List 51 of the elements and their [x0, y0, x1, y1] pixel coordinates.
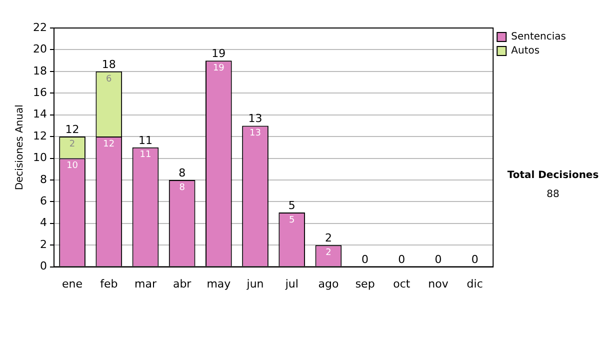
x-tick-label: mar — [134, 277, 157, 290]
data-label: 2 — [69, 139, 76, 150]
y-tick-label: 14 — [32, 108, 47, 121]
y-tick-label: 22 — [32, 20, 47, 34]
y-tick-label: 10 — [32, 151, 47, 164]
total-label: 0 — [434, 253, 442, 266]
data-label: 2 — [326, 248, 332, 258]
x-tick-label: nov — [428, 277, 449, 290]
y-tick-label: 12 — [32, 129, 47, 142]
y-tick-label: 4 — [40, 216, 47, 230]
legend-label: Sentencias — [511, 32, 566, 43]
data-label: 13 — [250, 128, 261, 139]
text: Total Decisiones — [506, 170, 600, 181]
total-label: 11 — [138, 134, 152, 147]
total-label: 0 — [398, 253, 406, 266]
y-tick-label: 6 — [40, 194, 47, 208]
total-label: 12 — [65, 122, 80, 136]
x-tick-label: ene — [62, 277, 83, 290]
x-tick-label: feb — [100, 277, 118, 290]
data-label: 10 — [66, 161, 78, 172]
x-tick-label: sep — [355, 277, 375, 290]
data-label: 12 — [103, 139, 115, 150]
y-tick-label: 0 — [40, 260, 47, 273]
x-tick-label: jun — [246, 277, 264, 290]
text: 88 — [546, 189, 560, 200]
data-label: 6 — [106, 74, 112, 84]
total-label: 0 — [471, 253, 478, 266]
total-label: 13 — [248, 112, 262, 126]
y-tick-label: 16 — [32, 86, 47, 99]
x-tick-label: may — [206, 277, 232, 290]
legend-label: Autos — [511, 46, 540, 57]
total-label: 8 — [178, 166, 186, 180]
x-tick-label: jul — [284, 277, 298, 290]
y-tick-label: 20 — [32, 42, 47, 56]
total-label: 5 — [288, 198, 296, 212]
y-tick-label: 2 — [40, 238, 47, 251]
total-label: 0 — [362, 253, 369, 266]
total-label: 18 — [102, 58, 116, 71]
y-tick-label: 8 — [40, 172, 47, 186]
x-tick-label: dic — [466, 277, 483, 290]
y-axis-title: Decisiones Anual — [14, 104, 26, 190]
x-tick-label: ago — [318, 277, 339, 290]
x-tick-label: abr — [172, 277, 192, 290]
x-tick-label: oct — [393, 277, 411, 290]
data-label: 19 — [212, 63, 225, 74]
total-label: 2 — [324, 231, 332, 244]
data-label: 8 — [179, 182, 186, 193]
total-label: 19 — [212, 46, 226, 60]
data-label: 11 — [140, 150, 152, 160]
y-tick-label: 18 — [32, 64, 47, 78]
data-label: 5 — [288, 215, 295, 226]
